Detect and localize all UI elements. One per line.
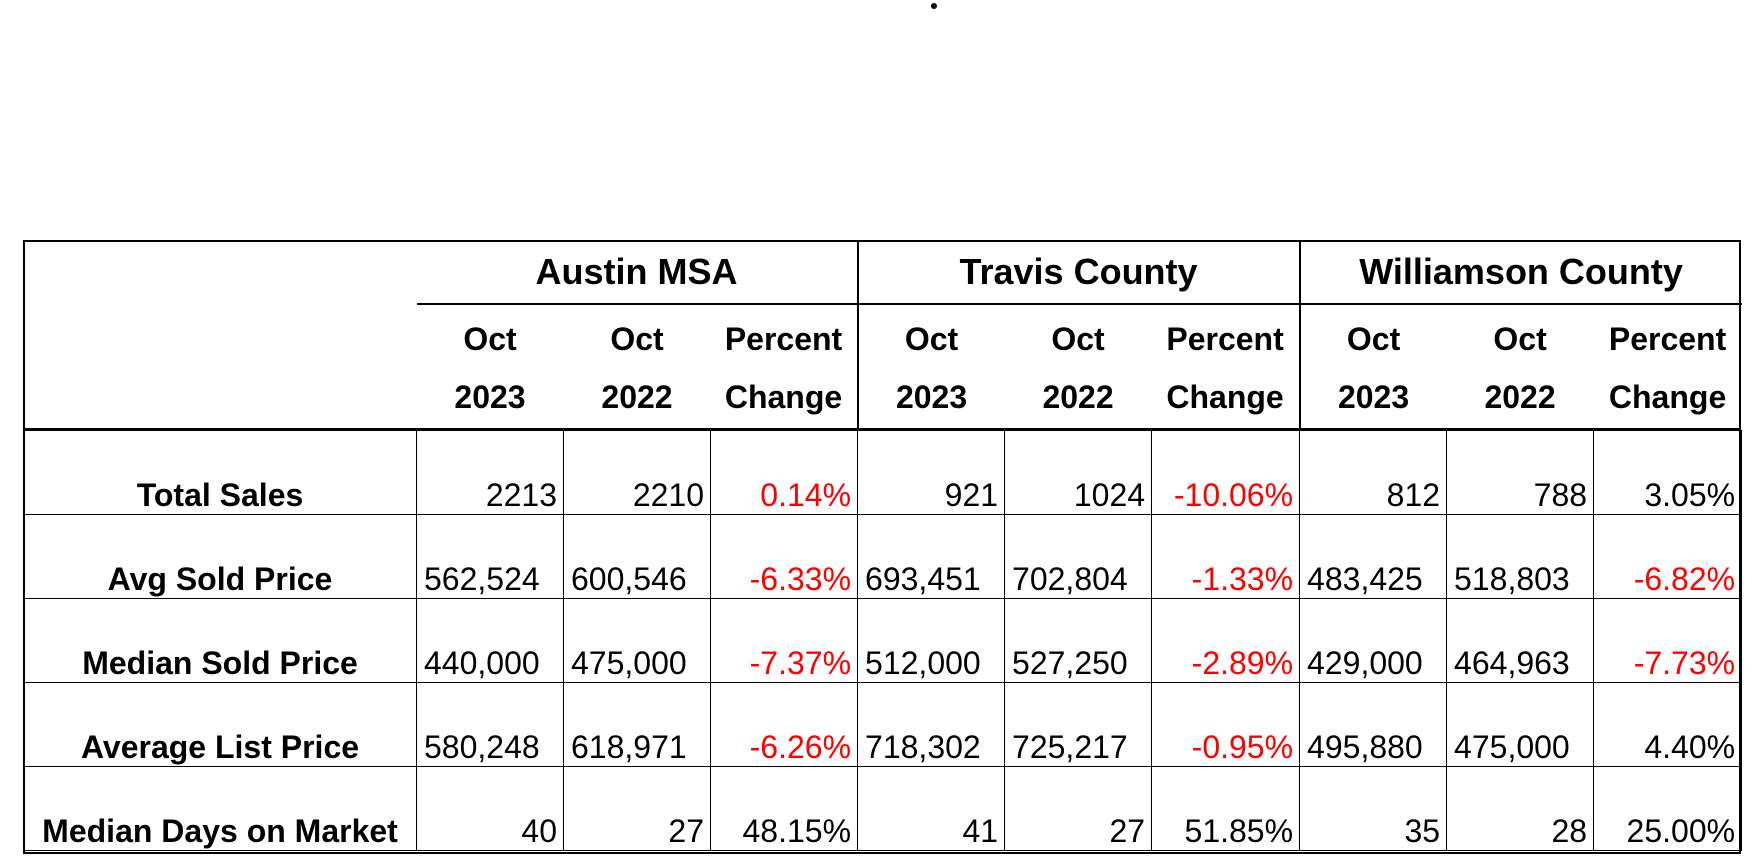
percent-change-cell: 51.85% bbox=[1151, 766, 1301, 851]
percent-change-cell: 25.00% bbox=[1593, 766, 1743, 851]
col-header: Oct 2023 bbox=[1298, 304, 1447, 431]
col-header: Oct 2022 bbox=[601, 320, 673, 415]
percent-change-cell: -6.33% bbox=[709, 514, 859, 599]
percent-change-cell: -10.06% bbox=[1151, 430, 1301, 515]
value-cell: 41 bbox=[857, 766, 1006, 851]
value-cell: 440,000 bbox=[416, 598, 564, 683]
region-williamson-county: Williamson County bbox=[1298, 240, 1742, 305]
col-header: Oct 2022 bbox=[1042, 320, 1114, 415]
percent-change-cell: 48.15% bbox=[709, 766, 859, 851]
corner-cell bbox=[24, 240, 417, 304]
value-cell: 788 bbox=[1446, 430, 1595, 515]
value-cell: 518,803 bbox=[1446, 514, 1595, 599]
header-divider bbox=[23, 428, 1741, 430]
value-cell: 921 bbox=[857, 430, 1006, 515]
col-header: Oct 2023 bbox=[856, 304, 1005, 431]
region-header-row: Austin MSA Travis County Williamson Coun… bbox=[24, 240, 1742, 305]
value-cell: 725,217 bbox=[1004, 682, 1153, 767]
decorative-dot bbox=[931, 3, 937, 9]
row-label: Median Days on Market bbox=[23, 766, 417, 851]
percent-change-cell: 0.14% bbox=[709, 430, 859, 515]
region-austin-msa: Austin MSA bbox=[416, 240, 858, 305]
value-cell: 812 bbox=[1299, 430, 1448, 515]
value-cell: 718,302 bbox=[857, 682, 1006, 767]
value-cell: 2213 bbox=[416, 430, 564, 515]
value-cell: 580,248 bbox=[416, 682, 564, 767]
value-cell: 483,425 bbox=[1299, 514, 1448, 599]
table-row: Average List Price 580,248 618,971 -6.26% 71… bbox=[23, 682, 1743, 767]
col-header: Oct 2022 bbox=[1484, 320, 1556, 415]
percent-change-cell: -7.37% bbox=[709, 598, 859, 683]
percent-change-cell: -1.33% bbox=[1151, 514, 1301, 599]
value-cell: 40 bbox=[416, 766, 564, 851]
row-label: Avg Sold Price bbox=[23, 514, 417, 599]
value-cell: 2210 bbox=[563, 430, 711, 515]
percent-change-cell: -0.95% bbox=[1151, 682, 1301, 767]
value-cell: 27 bbox=[1004, 766, 1153, 851]
percent-change-cell: -6.26% bbox=[709, 682, 859, 767]
table-row: Total Sales 2213 2210 0.14% 921 1024 -10.06% 81… bbox=[23, 430, 1743, 515]
col-header: Percent Change bbox=[724, 320, 843, 415]
value-cell: 464,963 bbox=[1446, 598, 1595, 683]
value-cell: 475,000 bbox=[563, 598, 711, 683]
value-cell: 429,000 bbox=[1299, 598, 1448, 683]
value-cell: 562,524 bbox=[416, 514, 564, 599]
market-stats-table-wrap: Austin MSA Travis County Williamson Coun… bbox=[23, 240, 1743, 854]
col-header: Oct 2023 bbox=[454, 320, 526, 415]
percent-change-cell: 3.05% bbox=[1593, 430, 1743, 515]
row-label: Average List Price bbox=[23, 682, 417, 767]
value-cell: 27 bbox=[563, 766, 711, 851]
value-cell: 495,880 bbox=[1299, 682, 1448, 767]
table-row: Avg Sold Price 562,524 600,546 -6.33% 693,45… bbox=[23, 514, 1743, 599]
percent-change-cell: -2.89% bbox=[1151, 598, 1301, 683]
table-row: Median Days on Market 40 27 48.15% 41 27 51.85… bbox=[23, 766, 1743, 851]
value-cell: 600,546 bbox=[563, 514, 711, 599]
value-cell: 475,000 bbox=[1446, 682, 1595, 767]
col-header: Percent Change bbox=[1166, 320, 1284, 415]
value-cell: 512,000 bbox=[857, 598, 1006, 683]
region-travis-county: Travis County bbox=[856, 240, 1300, 305]
value-cell: 1024 bbox=[1004, 430, 1153, 515]
value-cell: 702,804 bbox=[1004, 514, 1153, 599]
corner-cell-lower bbox=[24, 304, 417, 431]
col-header: Percent Change bbox=[1608, 320, 1727, 415]
value-cell: 28 bbox=[1446, 766, 1595, 851]
percent-change-cell: -7.73% bbox=[1593, 598, 1743, 683]
value-cell: 35 bbox=[1299, 766, 1448, 851]
row-label: Median Sold Price bbox=[23, 598, 417, 683]
value-cell: 693,451 bbox=[857, 514, 1006, 599]
period-header-row: Oct 2023 Oct 2022 Percent Change Oct 2023 Oc… bbox=[24, 304, 1742, 431]
table-row: Median Sold Price 440,000 475,000 -7.37% 512… bbox=[23, 598, 1743, 683]
value-cell: 618,971 bbox=[563, 682, 711, 767]
row-label: Total Sales bbox=[23, 430, 417, 515]
percent-change-cell: -6.82% bbox=[1593, 514, 1743, 599]
value-cell: 527,250 bbox=[1004, 598, 1153, 683]
market-stats-table: Austin MSA Travis County Williamson Coun… bbox=[23, 240, 1743, 851]
percent-change-cell: 4.40% bbox=[1593, 682, 1743, 767]
